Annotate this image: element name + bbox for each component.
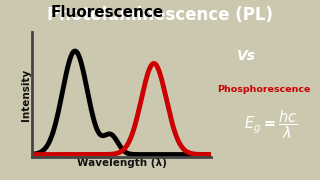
Y-axis label: Intensity: Intensity <box>20 68 31 121</box>
X-axis label: Wavelength (λ): Wavelength (λ) <box>77 158 166 168</box>
Text: $\boldsymbol{E_g = \dfrac{hc}{\lambda}}$: $\boldsymbol{E_g = \dfrac{hc}{\lambda}}$ <box>244 109 297 141</box>
Text: Vs: Vs <box>237 49 256 63</box>
Text: Fluorescence: Fluorescence <box>51 5 164 20</box>
Text: Photoluminescence (PL): Photoluminescence (PL) <box>47 6 273 24</box>
Text: Phosphorescence: Phosphorescence <box>218 86 311 94</box>
